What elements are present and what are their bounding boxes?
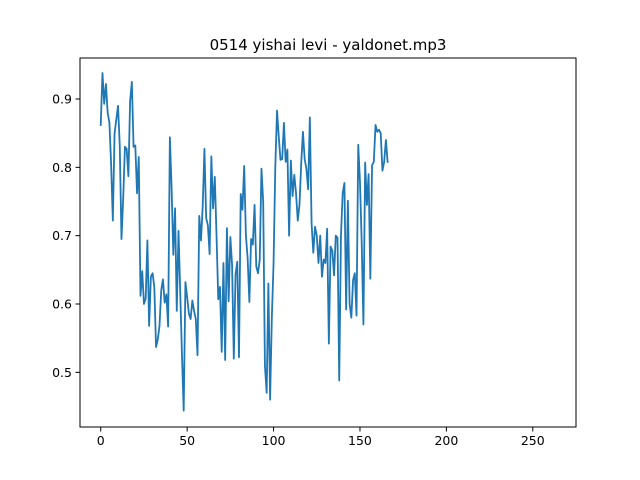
- x-tick-label: 200: [434, 433, 458, 448]
- x-tick-label: 250: [521, 433, 545, 448]
- chart-title: 0514 yishai levi - yaldonet.mp3: [210, 36, 447, 54]
- y-tick-label: 0.6: [52, 297, 72, 312]
- axes-frame: [79, 57, 577, 428]
- x-tick-label: 0: [97, 433, 105, 448]
- series-line-0: [99, 72, 389, 412]
- x-tick-label: 150: [348, 433, 372, 448]
- x-tick-label: 100: [262, 433, 286, 448]
- x-tick-label: 50: [179, 433, 195, 448]
- y-tick-label: 0.7: [52, 228, 72, 243]
- y-tick-label: 0.5: [52, 365, 72, 380]
- y-tick-label: 0.9: [52, 92, 72, 107]
- y-tick-label: 0.8: [52, 160, 72, 175]
